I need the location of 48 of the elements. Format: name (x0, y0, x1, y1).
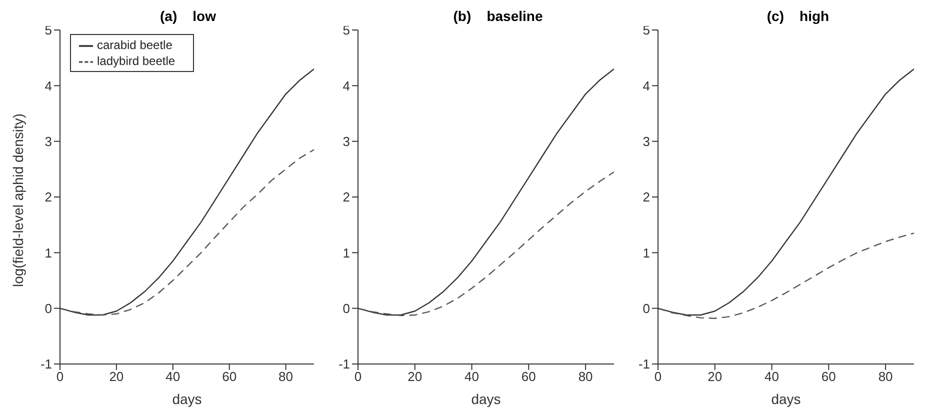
y-tick-label: 5 (642, 22, 650, 38)
x-tick-label: 60 (222, 369, 237, 384)
line-series (60, 149, 314, 316)
x-tick-label: 80 (278, 369, 294, 384)
x-axis-title: days (172, 391, 202, 407)
x-tick-label: 60 (521, 369, 536, 384)
y-tick-label: 2 (642, 190, 650, 205)
x-axis-title: days (471, 391, 501, 407)
y-axis-title: log(field-level aphid density) (10, 113, 26, 287)
x-tick-label: 20 (109, 369, 124, 384)
chart-title: (a) low (160, 8, 216, 24)
y-tick-label: 5 (44, 22, 52, 38)
y-tick-label: 2 (342, 190, 350, 205)
y-tick-label: 0 (342, 300, 350, 316)
y-tick-label: 3 (44, 134, 52, 149)
y-tick-label: -1 (40, 356, 52, 372)
y-tick-label: 1 (642, 245, 650, 260)
y-tick-label: 0 (642, 300, 650, 316)
line-series (658, 232, 914, 319)
x-tick-label: 80 (578, 369, 593, 384)
y-tick-label: 3 (642, 134, 650, 149)
x-tick-label: 60 (821, 369, 836, 384)
y-tick-label: 0 (44, 300, 52, 316)
legend-label: ladybird beetle (97, 54, 176, 68)
x-tick-label: 0 (354, 369, 362, 384)
y-tick-label: 4 (642, 78, 650, 94)
y-tick-label: 4 (44, 78, 52, 94)
y-tick-label: 3 (342, 134, 350, 149)
y-tick-label: 2 (44, 190, 52, 205)
x-axis-title: days (771, 391, 801, 407)
y-tick-label: 1 (44, 245, 52, 260)
y-tick-label: 5 (342, 22, 350, 38)
y-tick-label: 4 (342, 78, 350, 94)
x-tick-label: 80 (878, 369, 893, 384)
chart-title: (c) high (766, 8, 830, 24)
y-tick-label: 1 (342, 245, 350, 260)
x-tick-label: 0 (56, 369, 64, 384)
x-tick-label: 40 (166, 369, 180, 384)
x-tick-label: 0 (654, 369, 662, 384)
line-series (358, 171, 614, 316)
y-tick-label: -1 (638, 356, 650, 372)
x-tick-label: 20 (408, 369, 422, 384)
legend-label: carabid beetle (97, 38, 172, 52)
y-tick-label: -1 (338, 356, 350, 372)
x-tick-label: 40 (464, 369, 480, 384)
x-tick-label: 40 (764, 369, 780, 384)
x-tick-label: 20 (708, 369, 722, 384)
chart-title: (b) baseline (453, 8, 543, 24)
